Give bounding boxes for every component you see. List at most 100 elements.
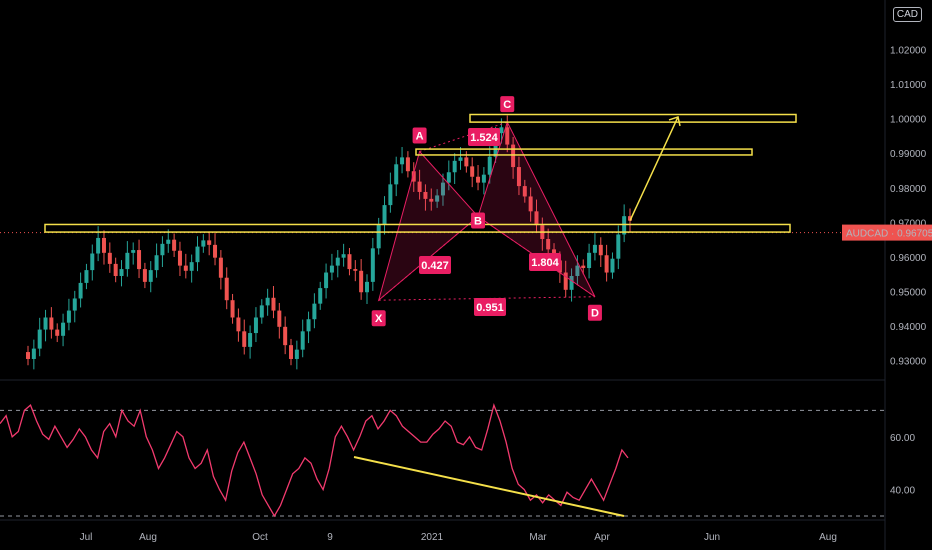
candle-body [189, 262, 194, 271]
ratio-tag [468, 128, 500, 146]
symbol-price-label: AUDCAD · 0.96705 [846, 229, 932, 240]
candle-body [575, 265, 580, 276]
time-tick-label: Aug [139, 532, 157, 543]
candle-body [148, 270, 153, 282]
candle-body [481, 174, 486, 183]
time-tick-label: Aug [819, 532, 837, 543]
candle-body [195, 246, 200, 263]
candle-body [248, 333, 253, 347]
candle-body [66, 310, 71, 323]
candle-body [388, 184, 393, 206]
projection-arrow-line [629, 116, 679, 221]
candle-body [312, 303, 317, 320]
candle-body [400, 157, 405, 165]
ratio-label: 0.427 [421, 260, 449, 272]
symbol-price-tag [842, 224, 932, 241]
candle-body [107, 252, 112, 264]
price-tick-label: 1.01000 [890, 80, 927, 91]
price-tick-label: 0.94000 [890, 322, 927, 333]
candle-body [306, 319, 311, 332]
candle-body [37, 329, 42, 349]
pattern-point-c-label: C [503, 99, 511, 111]
candle-body [598, 244, 603, 256]
candle-body [213, 244, 218, 258]
rsi-tick-label: 40.00 [890, 486, 915, 497]
price-tick-label: 1.02000 [890, 45, 927, 56]
candle-body [452, 160, 457, 173]
price-tick-label: 0.99000 [890, 149, 927, 160]
candle-body [43, 317, 48, 330]
candle-body [55, 329, 60, 336]
pattern-point-a-label: A [416, 131, 424, 143]
candle-body [464, 157, 469, 167]
candle-body [587, 252, 592, 269]
rsi-tick-label: 60.00 [890, 433, 915, 444]
candle-body [236, 317, 241, 332]
candle-body [294, 349, 299, 359]
price-tick-label: 1.00000 [890, 115, 927, 126]
candle-body [318, 288, 323, 304]
candle-body [435, 195, 440, 202]
candle-body [172, 239, 177, 251]
candle-body [224, 277, 229, 301]
candle-body [370, 248, 375, 282]
time-tick-label: 9 [327, 532, 333, 543]
candle-body [347, 254, 352, 270]
candle-body [324, 272, 329, 289]
pattern-triangle-xab [377, 150, 479, 302]
pattern-ratio-line [378, 216, 479, 301]
candle-body [177, 250, 182, 266]
candle-body [154, 255, 159, 271]
candle-body [359, 270, 364, 293]
price-tick-label: 0.96000 [890, 253, 927, 264]
candle-body [259, 305, 264, 318]
candle-body [335, 257, 340, 266]
currency-badge[interactable]: CAD [892, 7, 922, 22]
candle-body [26, 352, 30, 359]
candle-body [31, 348, 36, 359]
candle-body [382, 205, 387, 225]
candle-body [405, 157, 410, 172]
candle-body [628, 216, 632, 221]
candle-body [96, 237, 101, 254]
candle-body [604, 255, 609, 273]
candle-body [101, 237, 106, 253]
candle-body [289, 345, 294, 359]
candle-body [242, 331, 247, 347]
candle-body [341, 254, 346, 258]
candle-body [364, 281, 369, 293]
candle-body [516, 167, 521, 187]
candle-body [476, 176, 481, 183]
candle-body [569, 275, 574, 290]
pattern-point-d-tag [587, 304, 602, 321]
candle-body [277, 310, 282, 327]
candle-body [546, 238, 551, 250]
pattern-ratio-line [419, 121, 508, 152]
time-tick-label: Jun [704, 532, 720, 543]
price-tick-label: 0.97000 [890, 218, 927, 229]
candle-body [137, 250, 142, 270]
candle-body [511, 144, 516, 168]
rsi-divergence-line [353, 456, 625, 517]
rsi-line [0, 402, 629, 518]
candle-body [90, 253, 95, 271]
pattern-ratio-line [378, 296, 595, 301]
price-tick-label: 0.93000 [890, 357, 927, 368]
pattern-point-c-tag [500, 96, 515, 113]
candle-body [119, 269, 124, 276]
candle-body [458, 157, 463, 161]
ratio-label: 0.951 [476, 302, 504, 314]
candle-body [265, 297, 270, 306]
candle-body [125, 252, 130, 270]
candle-body [610, 258, 615, 273]
candle-body [142, 269, 147, 282]
projection-arrow-head [668, 115, 681, 127]
pattern-point-x-label: X [375, 313, 383, 325]
candle-body [563, 272, 568, 290]
candle-body [271, 297, 276, 311]
ratio-tag [474, 298, 506, 316]
candle-body [72, 298, 77, 311]
time-tick-label: Mar [529, 532, 547, 543]
candle-body [429, 198, 434, 202]
